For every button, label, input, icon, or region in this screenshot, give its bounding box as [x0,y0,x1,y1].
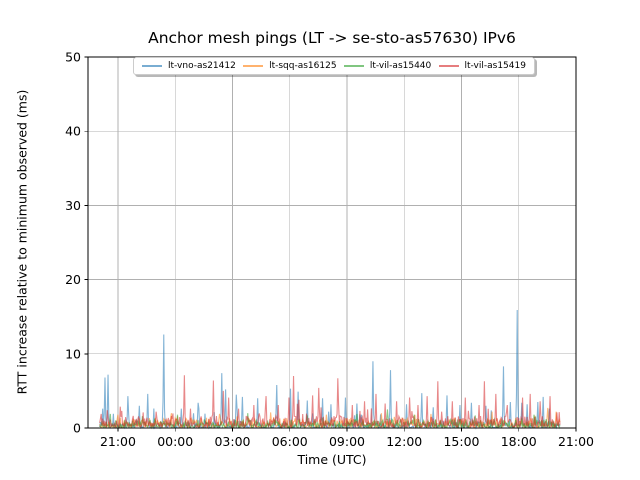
x-tick-label: 00:00 [157,434,193,449]
y-tick-label: 50 [65,50,81,65]
x-tick-label: 18:00 [501,434,537,449]
legend-item: lt-vil-as15440 [343,61,432,71]
axes-spines [87,56,577,429]
x-axis-label: Time (UTC) [297,452,367,467]
legend-item-label: lt-vil-as15440 [369,61,432,71]
y-tick-label: 10 [65,346,81,361]
legend: lt-vno-as21412 lt-sqq-as16125 lt-vil-as154… [133,57,535,75]
x-tick-label: 03:00 [214,434,250,449]
legend-item-label: lt-vil-as15419 [464,61,526,71]
x-tick-label: 15:00 [443,434,479,449]
legend-item: lt-vno-as21412 [142,61,236,71]
x-tick-label: 09:00 [329,434,365,449]
x-tick-label: 21:00 [558,434,594,449]
legend-item-label: lt-vno-as21412 [168,61,236,71]
series-line-lt-vil-as15419 [99,375,561,429]
y-tick-label: 20 [65,272,81,287]
legend-item: lt-sqq-as16125 [243,61,337,71]
y-tick-label: 30 [65,198,81,213]
legend-line-swatch [343,65,364,67]
legend-line-swatch [438,65,459,67]
x-tick-label: 12:00 [386,434,422,449]
x-tick-label: 21:00 [100,434,136,449]
legend-line-swatch [243,65,264,67]
y-tick-label: 0 [73,421,81,436]
legend-item-label: lt-sqq-as16125 [269,61,337,71]
series-line-lt-vno-as21412 [99,310,561,430]
y-tick-label: 40 [65,124,81,139]
chart-title: Anchor mesh pings (LT -> se-sto-as57630)… [148,29,516,47]
legend-item: lt-vil-as15419 [438,61,526,71]
x-tick-label: 06:00 [272,434,308,449]
legend-line-swatch [142,65,162,67]
